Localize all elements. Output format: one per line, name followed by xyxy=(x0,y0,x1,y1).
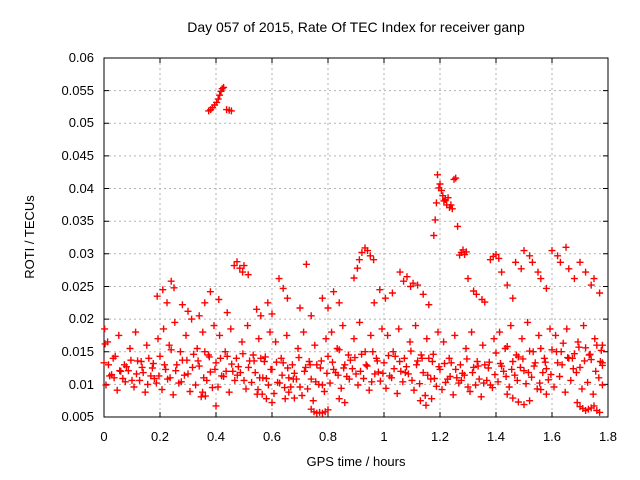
y-tick-label: 0.02 xyxy=(69,311,94,326)
x-tick-label: 1.8 xyxy=(599,429,617,444)
plot-border xyxy=(103,57,609,418)
x-tick-label: 1.6 xyxy=(543,429,561,444)
y-tick-label: 0.025 xyxy=(61,279,94,294)
scatter-points xyxy=(100,83,606,417)
y-tick-label: 0.06 xyxy=(69,50,94,65)
y-tick-label: 0.01 xyxy=(69,377,94,392)
y-tick-label: 0.05 xyxy=(69,115,94,130)
x-tick-labels: 0 0.2 0.4 0.6 0.8 1 1.2 1.4 1.6 1.8 xyxy=(100,429,617,444)
chart-title: Day 057 of 2015, Rate Of TEC Index for r… xyxy=(187,19,525,35)
x-tick-label: 0.6 xyxy=(263,429,281,444)
x-tick-label: 0 xyxy=(100,429,107,444)
y-axis-label: ROTI / TECUs xyxy=(22,195,37,279)
x-tick-label: 1 xyxy=(380,429,387,444)
y-tick-label: 0.055 xyxy=(61,83,94,98)
x-tick-label: 0.2 xyxy=(151,429,169,444)
y-tick-label: 0.045 xyxy=(61,148,94,163)
y-tick-label: 0.015 xyxy=(61,344,94,359)
y-tick-label: 0.04 xyxy=(69,181,94,196)
y-tick-label: 0.005 xyxy=(61,409,94,424)
y-tick-labels: 0.005 0.01 0.015 0.02 0.025 0.03 0.035 0… xyxy=(61,50,94,424)
y-tick-label: 0.035 xyxy=(61,213,94,228)
x-tick-label: 0.8 xyxy=(319,429,337,444)
x-tick-label: 1.4 xyxy=(487,429,505,444)
x-tick-label: 1.2 xyxy=(431,429,449,444)
x-axis-label: GPS time / hours xyxy=(307,454,406,469)
x-tick-label: 0.4 xyxy=(207,429,225,444)
y-tick-label: 0.03 xyxy=(69,246,94,261)
